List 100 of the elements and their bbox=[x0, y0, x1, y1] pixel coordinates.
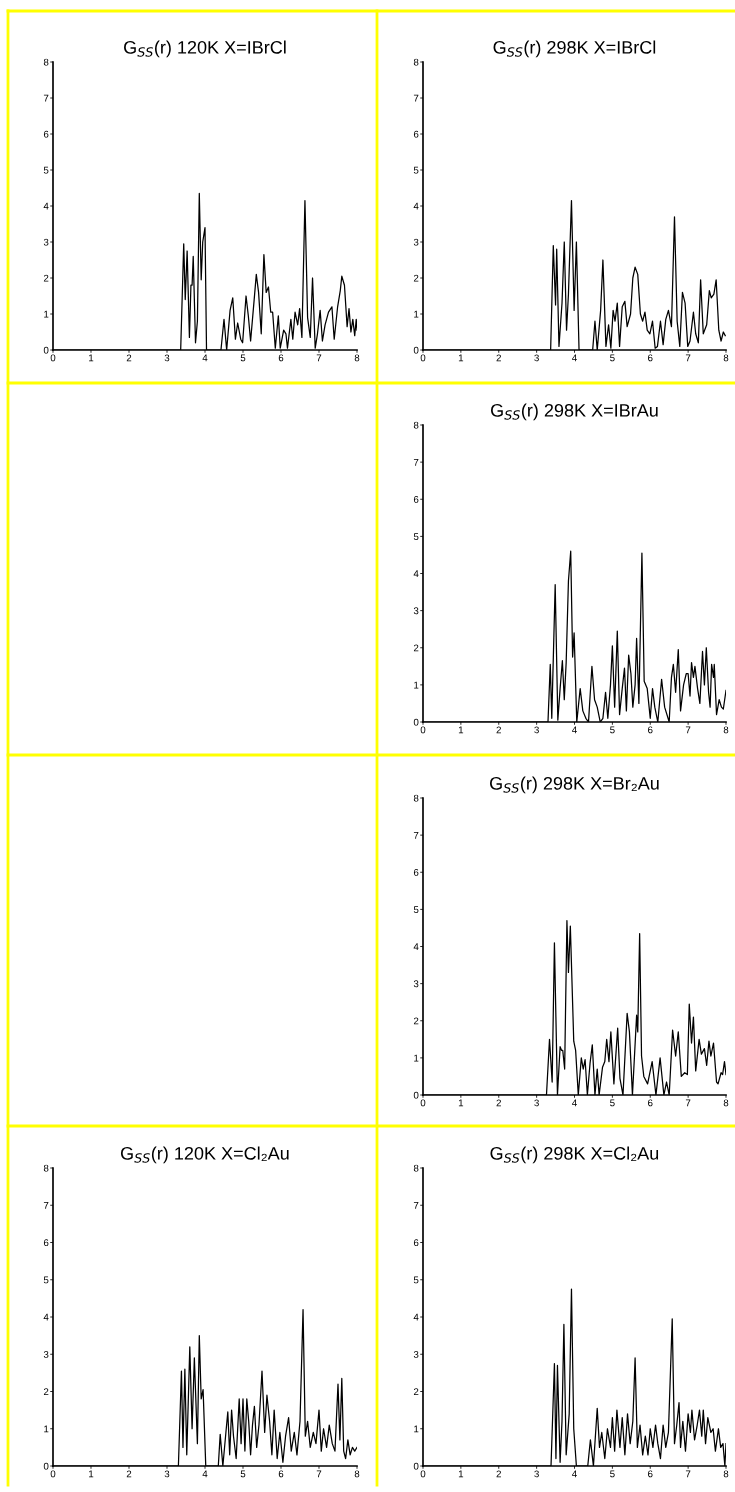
x-tick-label: 0 bbox=[420, 1470, 426, 1478]
x-tick-label: 5 bbox=[610, 354, 615, 362]
y-tick-label: 4 bbox=[43, 1313, 49, 1321]
x-tick-label: 4 bbox=[202, 354, 208, 362]
x-tick-label: 8 bbox=[723, 1470, 729, 1478]
chart-title: G$_{SS}$(r) 298K X=IBrAu bbox=[491, 403, 658, 421]
y-tick-label: 1 bbox=[44, 1425, 49, 1433]
y-tick-label: 5 bbox=[413, 1276, 419, 1284]
y-tick-label: 5 bbox=[43, 166, 49, 174]
x-tick-label: 5 bbox=[240, 354, 246, 362]
y-tick-label: 7 bbox=[413, 458, 419, 466]
y-tick-label: 8 bbox=[43, 58, 49, 66]
x-tick-label: 3 bbox=[534, 1099, 539, 1107]
y-tick-label: 2 bbox=[413, 1388, 419, 1396]
x-tick-label: 1 bbox=[458, 726, 464, 734]
x-tick-label: 2 bbox=[496, 726, 501, 734]
x-tick-label: 7 bbox=[316, 354, 322, 362]
chart-title: G$_{SS}$(r) 120K X=IBrCl bbox=[124, 40, 286, 58]
y-tick-label: 8 bbox=[413, 58, 419, 66]
y-tick-label: 8 bbox=[43, 1164, 49, 1172]
x-tick-label: 7 bbox=[685, 1099, 691, 1107]
y-tick-label: 4 bbox=[413, 1313, 419, 1321]
x-tick-label: 8 bbox=[723, 1099, 729, 1107]
x-tick-label: 1 bbox=[89, 354, 94, 362]
chart-title: G$_{SS}$(r) 298K X=Cl₂Au bbox=[490, 1146, 659, 1164]
y-tick-label: 3 bbox=[43, 238, 49, 246]
y-tick-label: 6 bbox=[413, 868, 419, 876]
y-tick-label: 4 bbox=[43, 202, 49, 210]
x-tick-label: 1 bbox=[458, 1099, 464, 1107]
x-tick-label: 3 bbox=[164, 1470, 170, 1478]
x-tick-label: 3 bbox=[534, 726, 539, 734]
y-tick-label: 5 bbox=[413, 166, 419, 174]
y-tick-label: 3 bbox=[413, 238, 419, 246]
x-tick-label: 7 bbox=[316, 1470, 322, 1478]
y-tick-label: 6 bbox=[43, 1239, 49, 1247]
x-tick-label: 5 bbox=[610, 1099, 615, 1107]
x-tick-label: 0 bbox=[50, 354, 56, 362]
x-tick-label: 1 bbox=[458, 354, 464, 362]
y-tick-label: 3 bbox=[413, 607, 419, 615]
x-tick-label: 1 bbox=[89, 1470, 94, 1478]
x-tick-label: 3 bbox=[534, 354, 539, 362]
x-tick-label: 5 bbox=[610, 1470, 615, 1478]
x-tick-label: 7 bbox=[685, 1470, 691, 1478]
x-tick-label: 6 bbox=[648, 1470, 653, 1478]
y-tick-label: 7 bbox=[43, 94, 49, 102]
x-tick-label: 4 bbox=[572, 1099, 577, 1107]
y-tick-label: 7 bbox=[43, 1202, 49, 1209]
x-tick-label: 2 bbox=[496, 354, 501, 362]
x-tick-label: 7 bbox=[685, 354, 691, 362]
x-tick-label: 8 bbox=[723, 726, 729, 734]
y-tick-label: 7 bbox=[413, 831, 419, 839]
chart-title: G$_{SS}$(r) 120K X=Cl₂Au bbox=[120, 1146, 289, 1164]
y-tick-label: 2 bbox=[413, 1017, 419, 1025]
y-tick-label: 0 bbox=[413, 1091, 419, 1099]
y-tick-label: 7 bbox=[413, 1202, 419, 1209]
x-tick-label: 6 bbox=[648, 726, 653, 734]
x-tick-label: 0 bbox=[420, 726, 426, 734]
y-tick-label: 4 bbox=[413, 202, 419, 210]
x-tick-label: 8 bbox=[354, 354, 360, 362]
y-tick-label: 2 bbox=[43, 274, 49, 282]
x-tick-label: 6 bbox=[278, 354, 284, 362]
y-tick-label: 7 bbox=[413, 94, 419, 102]
x-tick-label: 7 bbox=[685, 726, 691, 734]
x-tick-label: 4 bbox=[572, 726, 577, 734]
y-tick-label: 2 bbox=[413, 644, 419, 652]
y-tick-label: 1 bbox=[44, 310, 49, 318]
x-tick-label: 8 bbox=[354, 1470, 360, 1478]
x-tick-label: 3 bbox=[534, 1470, 539, 1478]
y-tick-label: 0 bbox=[43, 1462, 49, 1470]
y-tick-label: 6 bbox=[413, 495, 419, 503]
x-tick-label: 8 bbox=[723, 354, 729, 362]
y-tick-label: 8 bbox=[413, 1164, 419, 1172]
y-tick-label: 8 bbox=[413, 794, 419, 802]
y-tick-label: 4 bbox=[413, 570, 419, 578]
y-tick-label: 5 bbox=[43, 1276, 49, 1284]
y-tick-label: 5 bbox=[413, 906, 419, 913]
x-tick-label: 0 bbox=[420, 354, 426, 362]
y-tick-label: 0 bbox=[413, 1462, 419, 1470]
y-tick-label: 6 bbox=[43, 130, 49, 138]
x-tick-label: 6 bbox=[648, 1099, 653, 1107]
x-tick-label: 4 bbox=[572, 1470, 577, 1478]
chart-title: G$_{SS}$(r) 298K X=Br₂Au bbox=[490, 776, 659, 794]
x-tick-label: 0 bbox=[420, 1099, 426, 1107]
y-tick-label: 1 bbox=[414, 1425, 419, 1433]
x-tick-label: 6 bbox=[278, 1470, 284, 1478]
x-tick-label: 2 bbox=[126, 354, 132, 362]
y-tick-label: 6 bbox=[413, 1239, 419, 1247]
y-tick-label: 0 bbox=[413, 346, 419, 354]
y-tick-label: 6 bbox=[413, 130, 419, 138]
y-tick-label: 3 bbox=[413, 980, 419, 988]
y-tick-label: 3 bbox=[413, 1350, 419, 1358]
x-tick-label: 5 bbox=[610, 726, 615, 734]
y-tick-label: 5 bbox=[413, 533, 419, 540]
y-tick-label: 1 bbox=[414, 681, 419, 689]
y-tick-label: 2 bbox=[43, 1388, 49, 1396]
y-tick-label: 8 bbox=[413, 421, 419, 429]
y-tick-label: 3 bbox=[43, 1350, 49, 1358]
x-tick-label: 1 bbox=[458, 1470, 464, 1478]
x-tick-label: 4 bbox=[572, 354, 577, 362]
y-tick-label: 1 bbox=[414, 1054, 419, 1062]
